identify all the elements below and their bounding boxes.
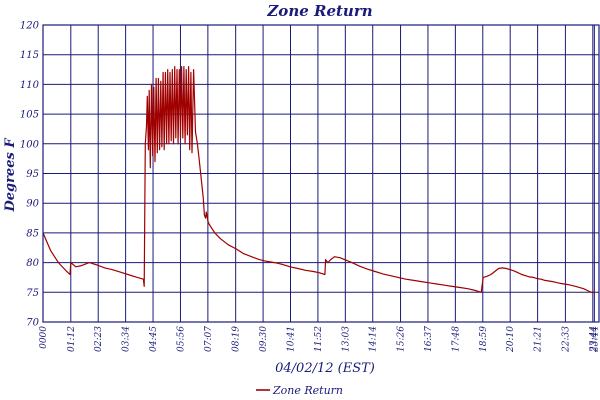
x-tick-label: 02:23 <box>94 326 104 352</box>
x-tick-label: 13:03 <box>341 326 351 352</box>
y-tick-labels: 70 75 80 85 90 95 100 105 110 115 120 <box>20 21 40 329</box>
x-tick-label: 03:34 <box>122 326 132 352</box>
x-tick-label: 14:14 <box>369 326 379 352</box>
y-tick-label: 100 <box>20 139 40 150</box>
x-tick-label: 21:21 <box>534 326 544 353</box>
x-tick-label: 10:41 <box>286 326 296 352</box>
x-tick-label: 22:33 <box>561 326 571 353</box>
grid-layer <box>42 24 599 323</box>
plot-frame <box>42 24 600 323</box>
y-tick-label: 95 <box>26 169 39 180</box>
x-tick-label: 23:44 <box>590 326 600 353</box>
y-tick-label: 115 <box>20 50 39 61</box>
x-tick-label: 04:45 <box>149 326 159 352</box>
x-tick-label: 11:52 <box>314 326 324 352</box>
series-layer <box>42 65 596 293</box>
x-tick-label: 16:37 <box>424 326 434 352</box>
legend: Zone Return <box>256 384 343 397</box>
x-tick-label: 23:44 <box>589 326 599 353</box>
x-tick-label: 05:56 <box>176 326 186 352</box>
x-tick-label: 15:26 <box>397 326 407 352</box>
x-axis-label: 04/02/12 (EST) <box>275 361 375 376</box>
x-tick-label: 17:48 <box>451 326 461 352</box>
series-line-zone-return <box>42 65 596 293</box>
chart-title: Zone Return <box>266 2 372 20</box>
y-tick-label: 110 <box>20 80 40 91</box>
y-tick-label: 80 <box>26 258 39 269</box>
y-tick-label: 75 <box>26 288 39 299</box>
x-tick-label: 07:07 <box>204 326 214 352</box>
x-tick-label: 18:59 <box>479 326 489 352</box>
y-axis-label: Degrees F <box>3 138 18 213</box>
legend-label: Zone Return <box>272 384 343 397</box>
y-tick-label: 70 <box>26 318 39 329</box>
x-tick-label: 01:12 <box>67 326 77 352</box>
y-tick-label: 85 <box>26 228 39 239</box>
x-tick-labels: 0000 01:12 02:23 03:34 04:45 05:56 07:07 08:19 0… <box>39 326 600 353</box>
x-tick-label: 20:10 <box>506 326 516 353</box>
x-tick-label: 0000 <box>39 326 49 349</box>
x-tick-label: 09:30 <box>259 326 269 352</box>
y-tick-label: 90 <box>26 199 39 210</box>
y-tick-label: 120 <box>20 21 40 32</box>
y-tick-label: 105 <box>20 110 39 121</box>
x-tick-label: 08:19 <box>232 326 242 352</box>
